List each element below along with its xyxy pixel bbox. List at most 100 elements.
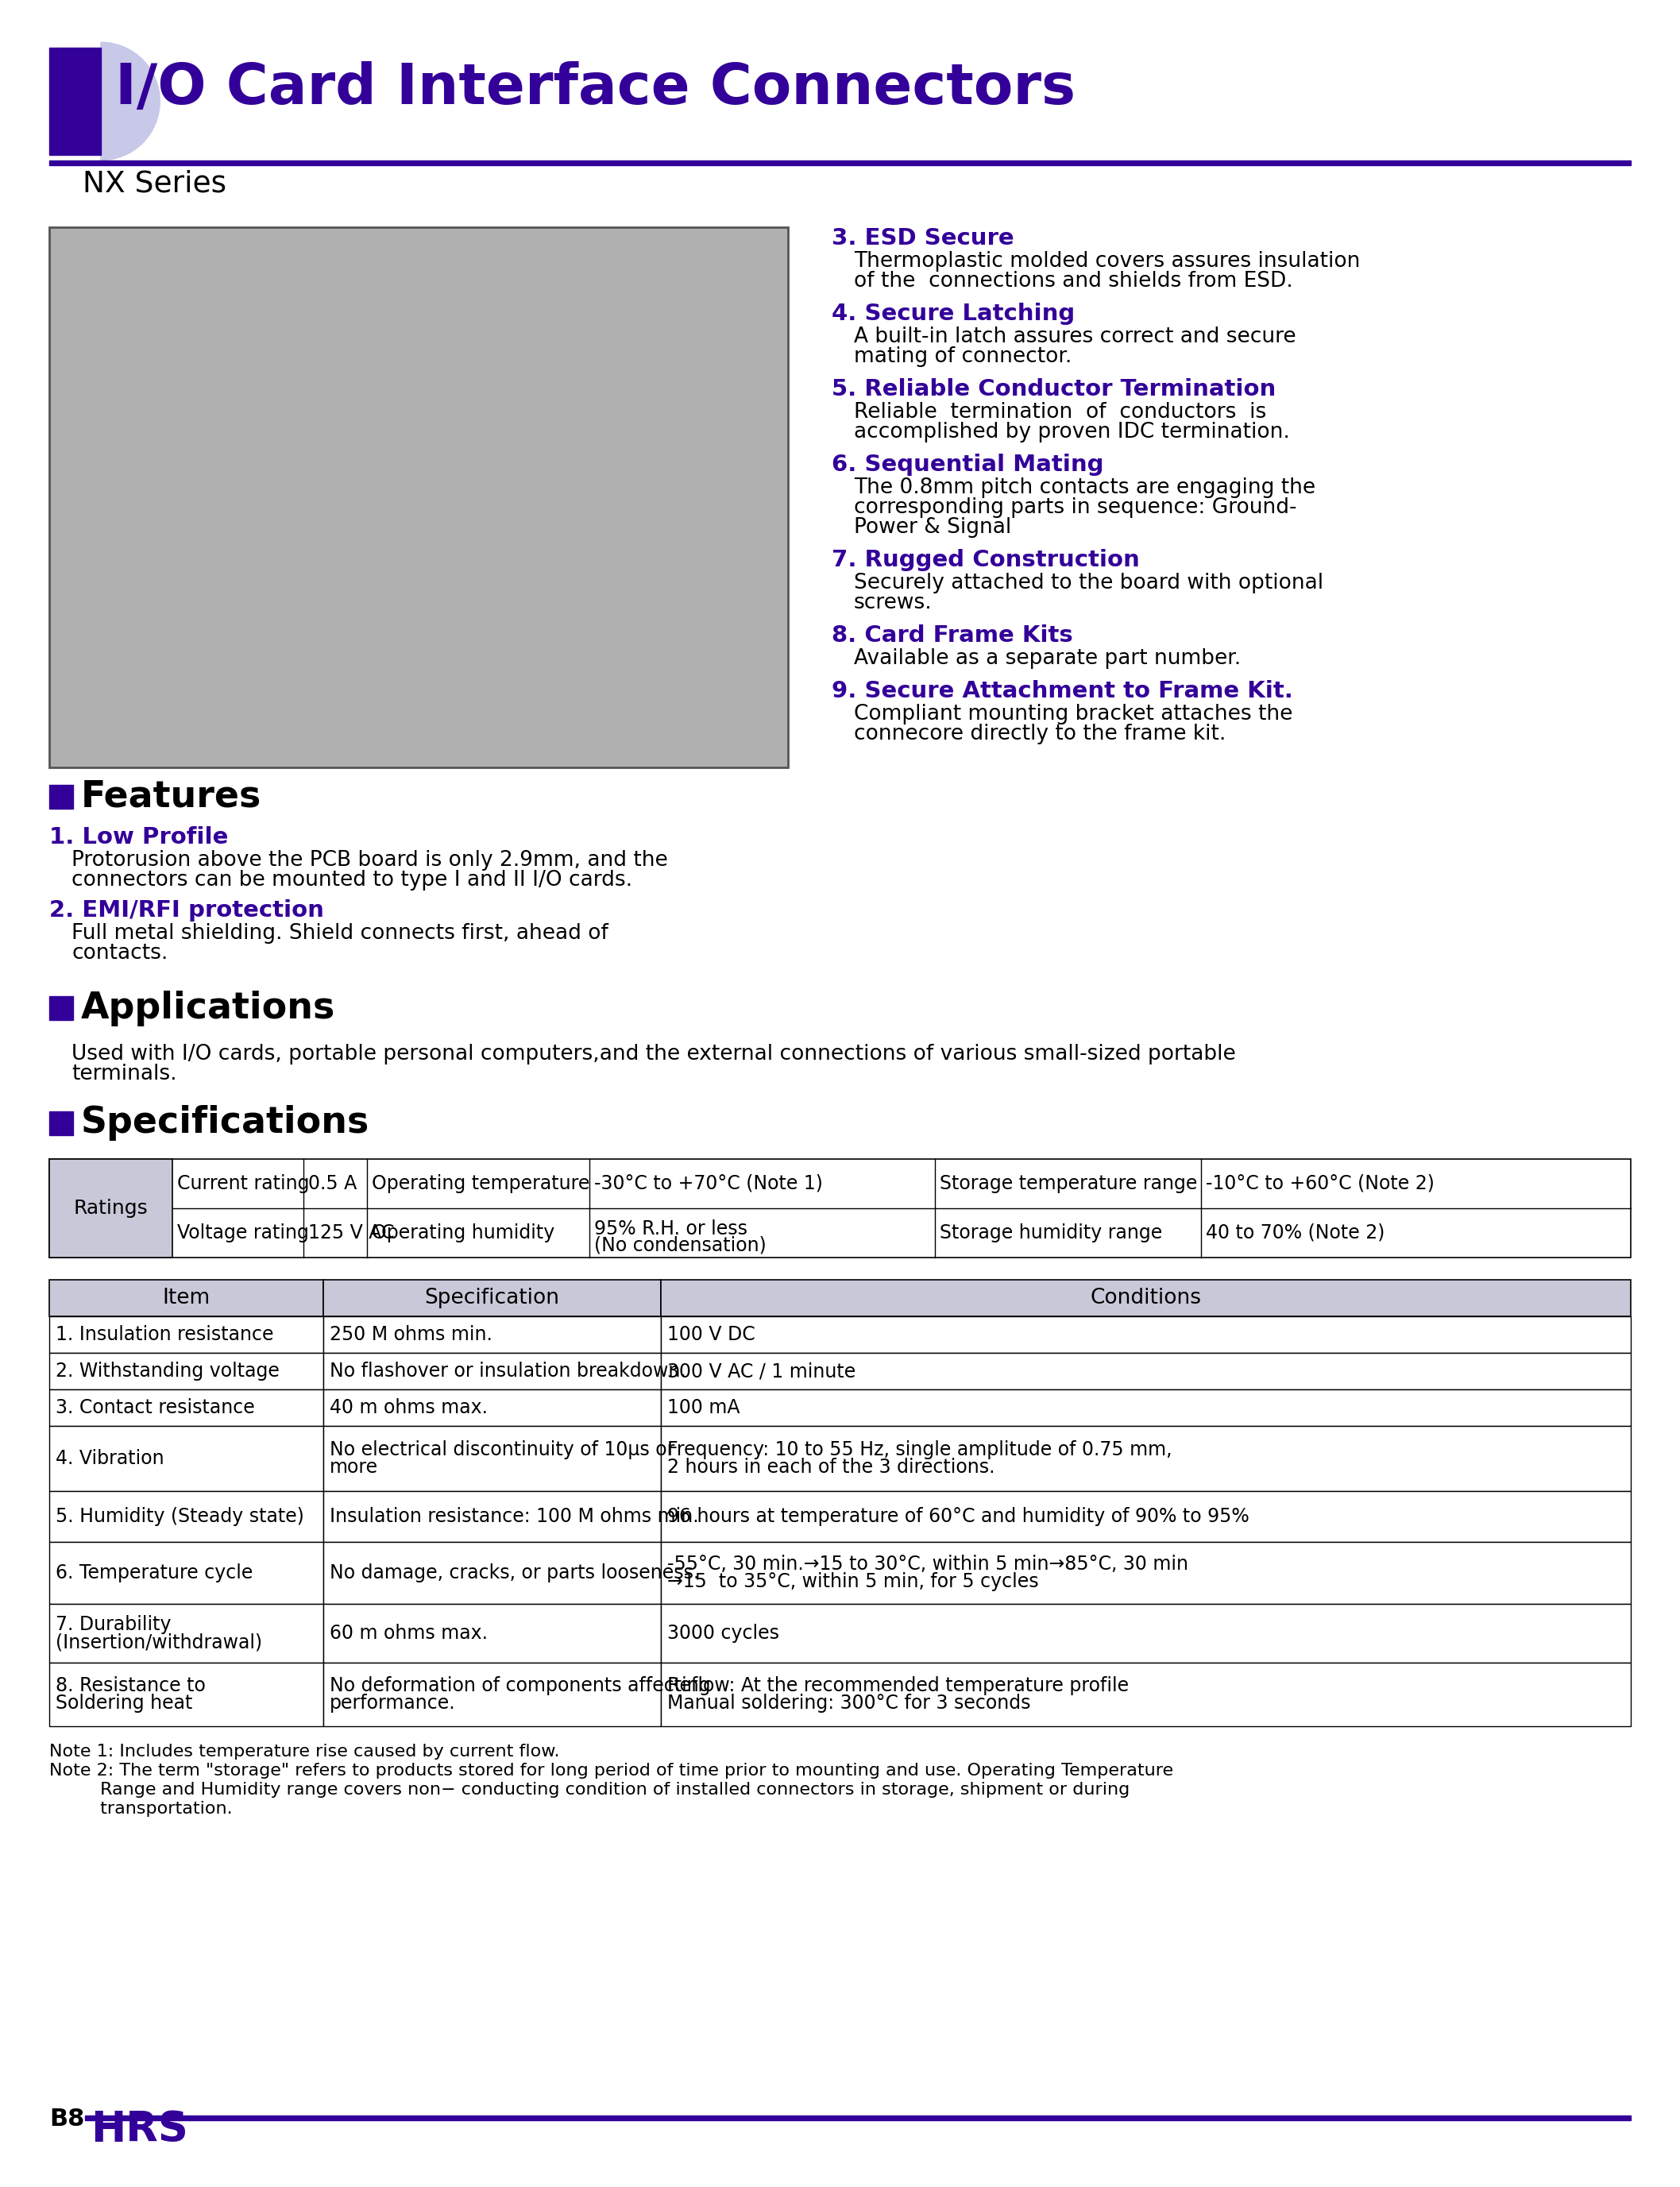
Text: 9. Secure Attachment to Frame Kit.: 9. Secure Attachment to Frame Kit. — [832, 680, 1294, 702]
Bar — [49, 1662, 323, 1726]
Bar — [323, 1492, 660, 1542]
Text: Current rating: Current rating — [176, 1174, 309, 1194]
Text: Reflow: At the recommended temperature profile: Reflow: At the recommended temperature p… — [667, 1675, 1129, 1695]
Bar — [49, 1317, 323, 1354]
Bar — [49, 1159, 1631, 1258]
Text: (Insertion/withdrawal): (Insertion/withdrawal) — [55, 1632, 262, 1651]
Bar — [660, 1426, 1631, 1492]
Bar — [323, 1317, 660, 1354]
Bar — [660, 1662, 1631, 1726]
Bar — [323, 1279, 660, 1317]
Text: B8: B8 — [49, 2108, 84, 2130]
Text: transportation.: transportation. — [49, 1800, 232, 1817]
Text: Storage humidity range: Storage humidity range — [939, 1223, 1163, 1242]
Bar — [49, 1279, 323, 1317]
Text: 6. Temperature cycle: 6. Temperature cycle — [55, 1564, 254, 1583]
Text: 250 M ohms min.: 250 M ohms min. — [329, 1325, 492, 1345]
Bar — [660, 1279, 1631, 1317]
Text: Specifications: Specifications — [81, 1104, 370, 1142]
Text: 40 m ohms max.: 40 m ohms max. — [329, 1397, 487, 1417]
Text: Frequency: 10 to 55 Hz, single amplitude of 0.75 mm,: Frequency: 10 to 55 Hz, single amplitude… — [667, 1441, 1173, 1459]
Text: No deformation of components affecting: No deformation of components affecting — [329, 1675, 711, 1695]
Bar — [49, 785, 72, 809]
Bar — [323, 1662, 660, 1726]
Text: performance.: performance. — [329, 1693, 455, 1712]
Text: contacts.: contacts. — [72, 943, 168, 964]
Bar — [49, 1603, 323, 1662]
Bar — [660, 1542, 1631, 1603]
Bar — [323, 1389, 660, 1426]
Text: connecore directly to the frame kit.: connecore directly to the frame kit. — [853, 724, 1226, 744]
Text: 3. Contact resistance: 3. Contact resistance — [55, 1397, 255, 1417]
Text: -10°C to +60°C (Note 2): -10°C to +60°C (Note 2) — [1206, 1174, 1435, 1194]
Bar — [49, 1111, 72, 1135]
Text: corresponding parts in sequence: Ground-: corresponding parts in sequence: Ground- — [853, 496, 1297, 518]
Text: accomplished by proven IDC termination.: accomplished by proven IDC termination. — [853, 422, 1290, 442]
Bar — [49, 1389, 323, 1426]
Text: No flashover or insulation breakdown.: No flashover or insulation breakdown. — [329, 1363, 685, 1380]
Text: 6. Sequential Mating: 6. Sequential Mating — [832, 453, 1104, 477]
Text: 60 m ohms max.: 60 m ohms max. — [329, 1623, 487, 1642]
Text: Storage temperature range: Storage temperature range — [939, 1174, 1198, 1194]
Text: 300 V AC / 1 minute: 300 V AC / 1 minute — [667, 1363, 855, 1380]
Text: Operating humidity: Operating humidity — [371, 1223, 554, 1242]
Text: Thermoplastic molded covers assures insulation: Thermoplastic molded covers assures insu… — [853, 252, 1361, 271]
Text: Soldering heat: Soldering heat — [55, 1693, 193, 1712]
Bar — [660, 1317, 1631, 1354]
Text: Range and Humidity range covers non− conducting condition of installed connector: Range and Humidity range covers non− con… — [49, 1782, 1129, 1798]
Text: Manual soldering: 300°C for 3 seconds: Manual soldering: 300°C for 3 seconds — [667, 1693, 1030, 1712]
Text: 2 hours in each of the 3 directions.: 2 hours in each of the 3 directions. — [667, 1459, 995, 1476]
Bar — [660, 1492, 1631, 1542]
Text: -55°C, 30 min.→15 to 30°C, within 5 min→85°C, 30 min: -55°C, 30 min.→15 to 30°C, within 5 min→… — [667, 1555, 1188, 1575]
Text: I/O Card Interface Connectors: I/O Card Interface Connectors — [116, 61, 1075, 116]
Text: Insulation resistance: 100 M ohms min.: Insulation resistance: 100 M ohms min. — [329, 1507, 699, 1527]
Bar — [49, 1159, 173, 1258]
Text: The 0.8mm pitch contacts are engaging the: The 0.8mm pitch contacts are engaging th… — [853, 477, 1315, 499]
Text: 3. ESD Secure: 3. ESD Secure — [832, 227, 1015, 249]
Bar — [660, 1389, 1631, 1426]
Bar — [86, 2115, 1631, 2119]
Text: Note 2: The term "storage" refers to products stored for long period of time pri: Note 2: The term "storage" refers to pro… — [49, 1763, 1173, 1778]
Text: 100 mA: 100 mA — [667, 1397, 739, 1417]
Text: 7. Rugged Construction: 7. Rugged Construction — [832, 549, 1139, 571]
Text: Available as a separate part number.: Available as a separate part number. — [853, 647, 1242, 669]
Text: Conditions: Conditions — [1090, 1288, 1201, 1308]
Bar — [49, 1354, 323, 1389]
Text: Full metal shielding. Shield connects first, ahead of: Full metal shielding. Shield connects fi… — [72, 923, 608, 945]
Wedge shape — [101, 42, 160, 160]
Bar — [49, 997, 72, 1019]
Text: mating of connector.: mating of connector. — [853, 346, 1072, 367]
Text: Voltage rating: Voltage rating — [176, 1223, 309, 1242]
Text: 0.5 A: 0.5 A — [307, 1174, 356, 1194]
Text: 96 hours at temperature of 60°C and humidity of 90% to 95%: 96 hours at temperature of 60°C and humi… — [667, 1507, 1250, 1527]
Text: Compliant mounting bracket attaches the: Compliant mounting bracket attaches the — [853, 704, 1292, 724]
Text: Protorusion above the PCB board is only 2.9mm, and the: Protorusion above the PCB board is only … — [72, 851, 669, 870]
Bar — [49, 1492, 323, 1542]
Text: 4. Secure Latching: 4. Secure Latching — [832, 302, 1075, 326]
Text: of the  connections and shields from ESD.: of the connections and shields from ESD. — [853, 271, 1294, 291]
Text: →15  to 35°C, within 5 min, for 5 cycles: →15 to 35°C, within 5 min, for 5 cycles — [667, 1572, 1038, 1592]
Bar — [49, 1426, 323, 1492]
Text: 2. Withstanding voltage: 2. Withstanding voltage — [55, 1363, 279, 1380]
Bar — [323, 1354, 660, 1389]
Text: 2. EMI/RFI protection: 2. EMI/RFI protection — [49, 899, 324, 921]
Text: Features: Features — [81, 779, 262, 816]
Text: 1. Insulation resistance: 1. Insulation resistance — [55, 1325, 274, 1345]
Text: screws.: screws. — [853, 593, 932, 612]
Text: Ratings: Ratings — [74, 1198, 148, 1218]
Text: Operating temperature: Operating temperature — [371, 1174, 590, 1194]
Text: Reliable  termination  of  conductors  is: Reliable termination of conductors is — [853, 402, 1267, 422]
Text: A built-in latch assures correct and secure: A built-in latch assures correct and sec… — [853, 326, 1295, 348]
Text: No electrical discontinuity of 10μs or: No electrical discontinuity of 10μs or — [329, 1441, 675, 1459]
Bar — [660, 1603, 1631, 1662]
Bar — [323, 1542, 660, 1603]
Text: 4. Vibration: 4. Vibration — [55, 1450, 165, 1467]
Bar — [49, 48, 101, 155]
Text: Note 1: Includes temperature rise caused by current flow.: Note 1: Includes temperature rise caused… — [49, 1743, 559, 1761]
Text: more: more — [329, 1459, 378, 1476]
Text: Specification: Specification — [425, 1288, 559, 1308]
Text: (No condensation): (No condensation) — [595, 1236, 766, 1255]
Text: 3000 cycles: 3000 cycles — [667, 1623, 780, 1642]
Text: 100 V DC: 100 V DC — [667, 1325, 756, 1345]
Text: NX Series: NX Series — [82, 168, 227, 197]
